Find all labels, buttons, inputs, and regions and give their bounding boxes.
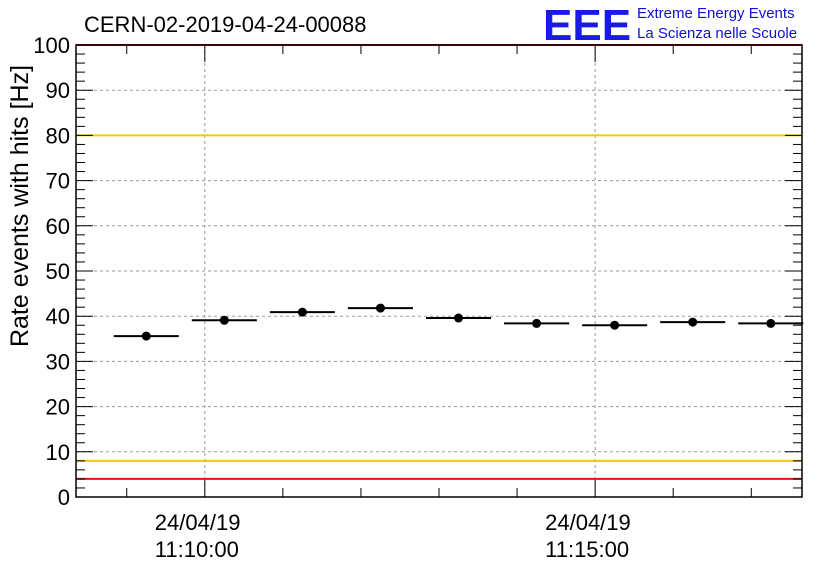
y-tick-label: 90 bbox=[46, 78, 70, 103]
data-point bbox=[454, 314, 463, 323]
x-tick-label-time: 11:10:00 bbox=[155, 537, 239, 562]
y-tick-label: 70 bbox=[46, 169, 70, 194]
data-points bbox=[114, 304, 804, 341]
y-tick-label: 80 bbox=[46, 123, 70, 148]
y-tick-label: 10 bbox=[46, 440, 70, 465]
data-point bbox=[376, 304, 385, 313]
y-tick-label: 60 bbox=[46, 214, 70, 239]
x-tick-label-time: 11:15:00 bbox=[545, 537, 629, 562]
data-point bbox=[142, 332, 151, 341]
eee-logo-line2: La Scienza nelle Scuole bbox=[637, 25, 797, 42]
x-tick-label-date: 24/04/19 bbox=[545, 510, 631, 535]
y-tick-label: 50 bbox=[46, 259, 70, 284]
data-point bbox=[298, 308, 307, 317]
reference-lines bbox=[76, 45, 802, 479]
y-tick-label: 100 bbox=[33, 33, 70, 58]
chart-title: CERN-02-2019-04-24-00088 bbox=[84, 12, 367, 37]
grid bbox=[76, 45, 802, 497]
eee-logo-line1: Extreme Energy Events bbox=[637, 5, 795, 22]
y-tick-label: 0 bbox=[58, 485, 70, 510]
eee-logo: EEE Extreme Energy Events La Scienza nel… bbox=[543, 1, 797, 50]
y-axis-title: Rate events with hits [Hz] bbox=[6, 65, 34, 347]
data-point bbox=[688, 318, 697, 327]
y-tick-label: 20 bbox=[46, 395, 70, 420]
data-point bbox=[766, 319, 775, 328]
data-point bbox=[610, 321, 619, 330]
y-tick-label: 40 bbox=[46, 304, 70, 329]
y-tick-label: 30 bbox=[46, 349, 70, 374]
data-point bbox=[532, 319, 541, 328]
data-point bbox=[220, 316, 229, 325]
eee-logo-mark: EEE bbox=[543, 1, 631, 50]
x-tick-label-date: 24/04/19 bbox=[155, 510, 241, 535]
